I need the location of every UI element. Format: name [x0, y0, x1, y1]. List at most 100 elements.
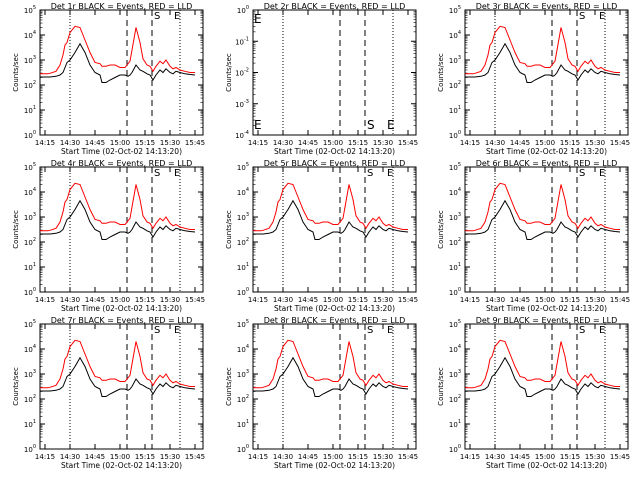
- marker-e: E: [387, 118, 395, 132]
- panel-7: Det 7r BLACK = Events, RED = LLD10010110…: [12, 316, 205, 470]
- y-tick-exponent: 4: [33, 344, 36, 350]
- x-tick-label: 14:45: [85, 296, 105, 304]
- y-tick-label: 103: [449, 369, 461, 379]
- y-tick-exponent: 2: [458, 394, 461, 400]
- y-tick-label: 102: [24, 237, 36, 247]
- y-tick-label: 104: [24, 187, 36, 197]
- x-axis-label: Start Time (02-Oct-02 14:13:20): [274, 461, 395, 470]
- x-tick-label: 14:45: [298, 453, 318, 461]
- y-tick-exponent: 4: [458, 344, 461, 350]
- marker-e: E: [387, 325, 393, 336]
- x-tick-label: 15:45: [610, 296, 630, 304]
- y-tick-label: 100: [24, 287, 36, 297]
- x-tick-label: 14:30: [485, 453, 505, 461]
- x-tick-label: 15:15: [135, 296, 155, 304]
- y-tick-label: 103: [237, 369, 249, 379]
- y-tick-label: 101: [449, 105, 461, 115]
- y-tick-label: 105: [449, 162, 461, 172]
- marker-e: E: [174, 325, 180, 336]
- x-tick-label: 15:30: [585, 139, 605, 147]
- x-tick-label: 15:15: [560, 296, 580, 304]
- y-tick-exponent: 1: [458, 419, 461, 425]
- y-tick-exponent: 0: [33, 287, 36, 293]
- y-tick-exponent: 1: [33, 419, 36, 425]
- events-series-line: [465, 42, 621, 83]
- y-tick-exponent: 4: [246, 187, 249, 193]
- y-tick-label: 101: [24, 105, 36, 115]
- y-tick-label: 103: [449, 55, 461, 65]
- y-tick-label: 105: [237, 162, 249, 172]
- y-tick-exponent: 2: [33, 80, 36, 86]
- panel-9: Det 9r BLACK = Events, RED = LLD10010110…: [437, 316, 630, 470]
- x-tick-label: 14:45: [510, 296, 530, 304]
- y-tick-label: 100: [449, 444, 461, 454]
- y-axis-label: Counts/sec: [437, 367, 445, 406]
- y-tick-label: 105: [24, 162, 36, 172]
- y-tick-exponent: 4: [33, 187, 36, 193]
- x-tick-label: 15:15: [560, 139, 580, 147]
- x-tick-label: 14:30: [273, 139, 293, 147]
- x-tick-label: 15:15: [348, 453, 368, 461]
- events-series-line: [465, 356, 621, 397]
- x-tick-label: 15:45: [610, 453, 630, 461]
- panel-title: Det 7r BLACK = Events, RED = LLD: [51, 316, 193, 325]
- x-axis-label: Start Time (02-Oct-02 14:13:20): [61, 304, 182, 313]
- y-tick-exponent: 5: [458, 5, 461, 11]
- y-tick-label: 10-3: [235, 99, 249, 109]
- events-series-line: [253, 199, 409, 240]
- y-tick-exponent: 4: [246, 344, 249, 350]
- x-tick-label: 14:15: [460, 296, 480, 304]
- y-tick-exponent: 5: [458, 162, 461, 168]
- x-tick-label: 14:45: [510, 139, 530, 147]
- panel-1: Det 1r BLACK = Events, RED = LLD10010110…: [12, 2, 205, 156]
- plot-frame: [39, 323, 204, 450]
- y-tick-label: 105: [237, 319, 249, 329]
- lld-series-line: [465, 25, 620, 75]
- y-tick-exponent: 3: [33, 55, 36, 61]
- y-tick-label: 104: [449, 344, 461, 354]
- y-tick-label: 104: [449, 30, 461, 40]
- plot-frame: [39, 166, 204, 293]
- y-tick-exponent: 0: [33, 130, 36, 136]
- x-tick-label: 15:00: [535, 453, 555, 461]
- lld-series-line: [253, 182, 408, 232]
- y-tick-label: 104: [237, 187, 249, 197]
- panel-2: Det 2r BLACK = Events, RED = LLD 10-4 10-3…: [225, 2, 418, 156]
- x-tick-label: 15:45: [398, 296, 418, 304]
- x-tick-label: 15:45: [185, 139, 205, 147]
- y-tick-label: 104: [24, 344, 36, 354]
- marker-e: E: [599, 11, 605, 22]
- y-tick-exponent: 5: [33, 5, 36, 11]
- panel-title: Det 9r BLACK = Events, RED = LLD: [476, 316, 618, 325]
- y-tick-label: 102: [237, 237, 249, 247]
- marker-s: S: [154, 11, 160, 22]
- x-tick-label: 15:45: [398, 139, 418, 147]
- y-tick-label: 105: [24, 5, 36, 15]
- x-tick-label: 15:30: [585, 453, 605, 461]
- panel-8: Det 8r BLACK = Events, RED = LLD10010110…: [225, 316, 418, 470]
- y-tick-exponent: 3: [458, 212, 461, 218]
- panel-title: Det 1r BLACK = Events, RED = LLD: [51, 2, 193, 11]
- y-tick-label: 101: [24, 262, 36, 272]
- marker-e: E: [599, 168, 605, 179]
- x-tick-label: 14:45: [298, 139, 318, 147]
- plot-frame: [464, 323, 629, 450]
- y-tick-label: 102: [449, 394, 461, 404]
- y-tick-exponent: 4: [33, 30, 36, 36]
- marker-e: E: [174, 168, 180, 179]
- x-tick-label: 14:30: [60, 453, 80, 461]
- y-tick-exponent: 3: [246, 212, 249, 218]
- y-tick-label: 100: [237, 444, 249, 454]
- marker-e: E: [599, 325, 605, 336]
- y-tick-label: 104: [449, 187, 461, 197]
- x-tick-label: 15:45: [610, 139, 630, 147]
- y-tick-exponent: 5: [458, 319, 461, 325]
- lld-series-line: [40, 25, 195, 75]
- plot-frame: [252, 9, 417, 136]
- marker-s: S: [154, 168, 160, 179]
- x-tick-label: 15:00: [535, 296, 555, 304]
- marker-s: S: [367, 325, 373, 336]
- events-series-line: [253, 356, 409, 397]
- x-axis-label: Start Time (02-Oct-02 14:13:20): [61, 147, 182, 156]
- y-tick-label: 104: [24, 30, 36, 40]
